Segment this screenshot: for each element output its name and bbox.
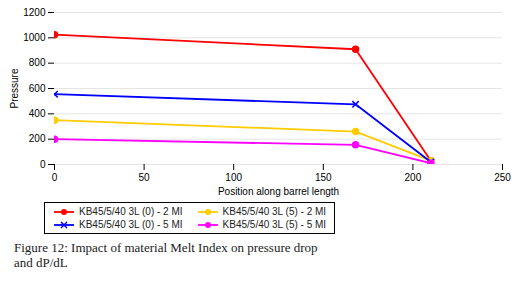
svg-text:0: 0 <box>52 172 58 183</box>
svg-text:Pressure: Pressure <box>9 68 20 108</box>
html-text:KB45/5/40 3L (5) - 5 MI: KB45/5/40 3L (5) - 5 MI <box>222 219 327 230</box>
svg-text:400: 400 <box>29 108 46 119</box>
svg-text:100: 100 <box>225 172 242 183</box>
html-text:KB45/5/40 3L (0) - 2 MI: KB45/5/40 3L (0) - 2 MI <box>79 206 183 217</box>
svg-text:200: 200 <box>29 133 46 144</box>
html-text:KB45/5/40 3L (5) - 2 MI: KB45/5/40 3L (5) - 2 MI <box>222 206 327 217</box>
svg-text:150: 150 <box>315 172 332 183</box>
html-text:Figure 12: Impact of material: Figure 12: Impact of material Melt Index… <box>14 240 318 270</box>
svg-text:50: 50 <box>139 172 151 183</box>
svg-text:800: 800 <box>29 57 46 68</box>
svg-text:1000: 1000 <box>23 32 46 43</box>
svg-text:600: 600 <box>29 83 46 94</box>
svg-text:1200: 1200 <box>23 7 46 18</box>
svg-text:Position along barrel length: Position along barrel length <box>218 186 339 197</box>
svg-text:200: 200 <box>405 172 422 183</box>
svg-text:0: 0 <box>40 159 46 170</box>
html-text:KB45/5/40 3L (0) - 5 MI: KB45/5/40 3L (0) - 5 MI <box>79 219 183 230</box>
svg-text:250: 250 <box>494 172 511 183</box>
